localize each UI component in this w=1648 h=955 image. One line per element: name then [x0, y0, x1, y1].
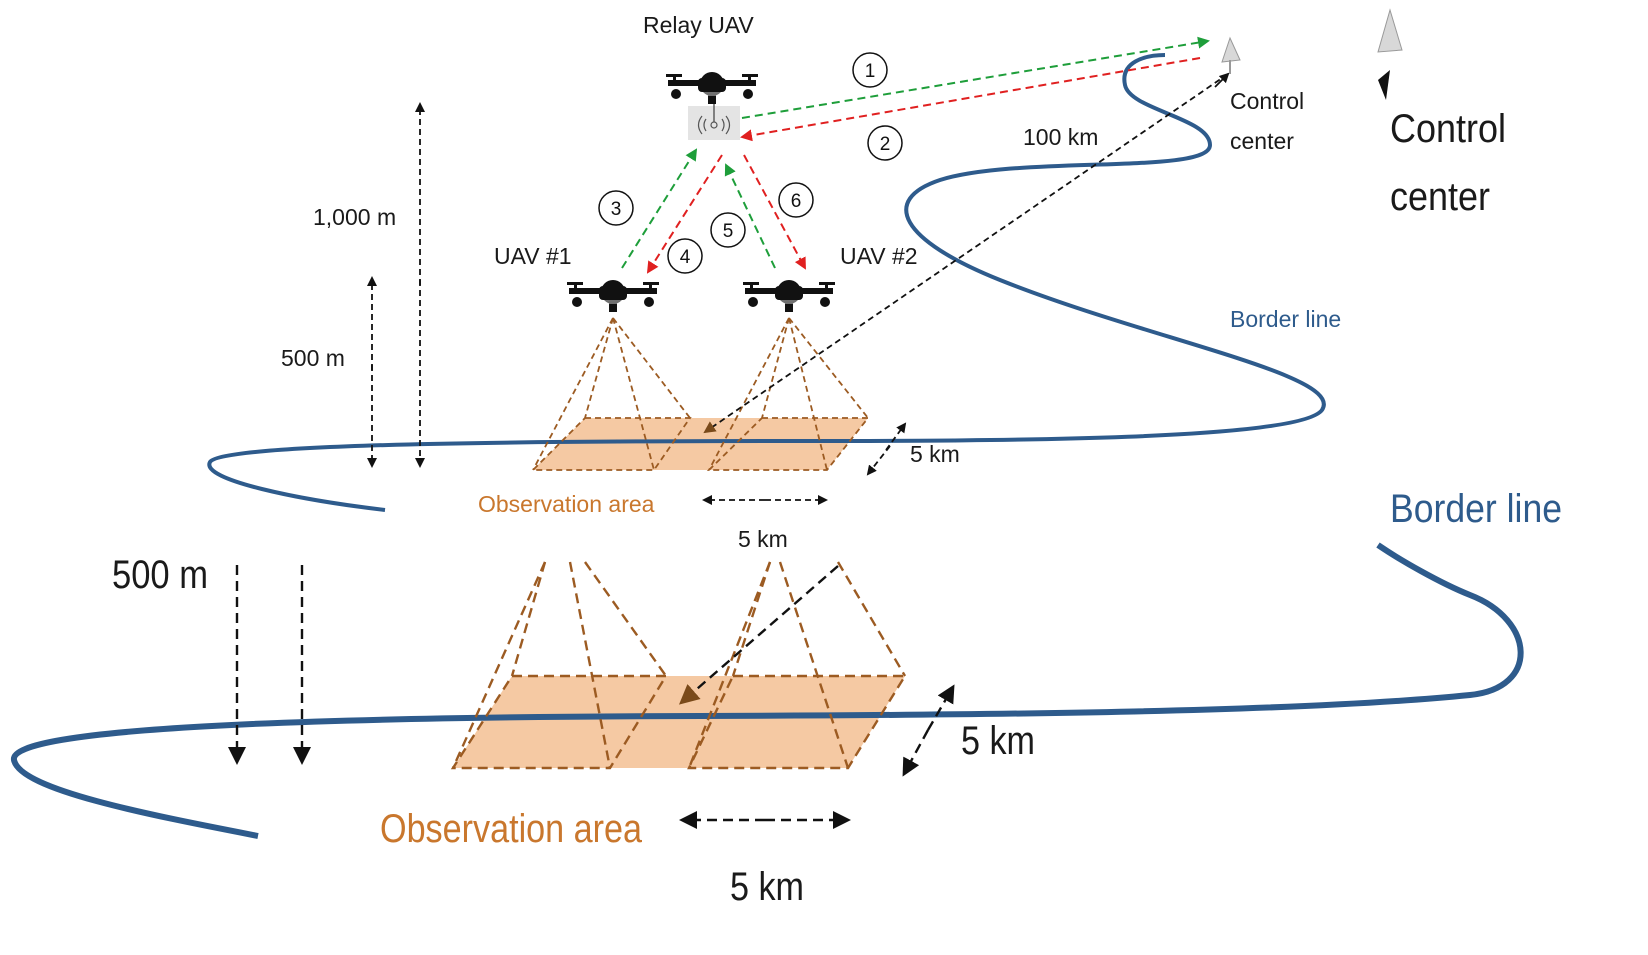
altitude-1000m-label: 1,000 m [313, 204, 396, 230]
link-step-2-red [740, 57, 1201, 142]
observation-area-fill-zoom [453, 676, 905, 768]
control-center-label-line1: Control [1230, 88, 1304, 114]
relay-antenna-icon [688, 104, 740, 140]
control-center-antenna-icon [1221, 36, 1241, 74]
area-depth-label: 5 km [910, 441, 960, 467]
control-center-label-line1-zoom: Control [1390, 107, 1506, 151]
observation-area-fill [533, 418, 868, 470]
uav2-label: UAV #2 [840, 243, 918, 269]
altitude-500m-label: 500 m [281, 345, 345, 371]
control-to-area-link [703, 73, 1229, 434]
bottom-diagram: 500 m Control center Border line 5 km Ob… [11, 8, 1562, 909]
step-6-label: 6 [791, 191, 802, 212]
area-width-label-zoom: 5 km [730, 865, 804, 909]
step-markers [598, 52, 903, 274]
border-line-label-zoom: Border line [1390, 487, 1562, 531]
uav2-icon [743, 280, 835, 312]
uav1-icon [567, 280, 659, 312]
relay-uav-icon [666, 72, 758, 104]
area-width-label: 5 km [738, 526, 788, 552]
control-center-antenna-icon-zoom [1377, 8, 1403, 100]
link-step-1-green [741, 36, 1210, 119]
uav2-observation-cone-zoom [687, 561, 908, 770]
uav1-observation-cone-zoom [450, 561, 669, 770]
top-diagram: 1 2 3 4 5 6 Relay UAV Control center 100… [207, 12, 1341, 552]
border-line-curve [207, 53, 1326, 512]
area-depth-arrow-zoom [926, 684, 955, 731]
relay-uav-label: Relay UAV [643, 12, 754, 38]
distance-100km-label: 100 km [1023, 124, 1098, 150]
step-1-label: 1 [865, 61, 876, 82]
area-depth-label-zoom: 5 km [961, 719, 1035, 763]
control-center-label-line2-zoom: center [1390, 175, 1490, 219]
step-3-label: 3 [611, 199, 622, 220]
link-step-4-red [646, 154, 723, 274]
control-to-area-link-zoom [678, 565, 839, 705]
step-2-label: 2 [880, 134, 891, 155]
link-step-5-green [724, 163, 776, 269]
border-line-label: Border line [1230, 306, 1341, 332]
uav2-observation-cone [706, 317, 870, 471]
uav1-observation-cone [530, 317, 692, 471]
link-step-6-red [743, 154, 806, 270]
observation-area-label-zoom: Observation area [380, 807, 643, 851]
link-step-3-green [621, 148, 698, 269]
area-depth-arrow-back [866, 445, 891, 476]
step-4-label: 4 [680, 247, 691, 268]
uav1-label: UAV #1 [494, 243, 572, 269]
control-antenna-arrow [1214, 72, 1230, 88]
area-depth-arrow-zoom-back [902, 729, 930, 777]
step-5-label: 5 [723, 221, 734, 242]
border-line-curve-zoom [11, 542, 1524, 839]
control-center-label-line2: center [1230, 128, 1294, 154]
altitude-500m-label-zoom: 500 m [112, 553, 208, 597]
observation-area-label: Observation area [478, 491, 655, 517]
